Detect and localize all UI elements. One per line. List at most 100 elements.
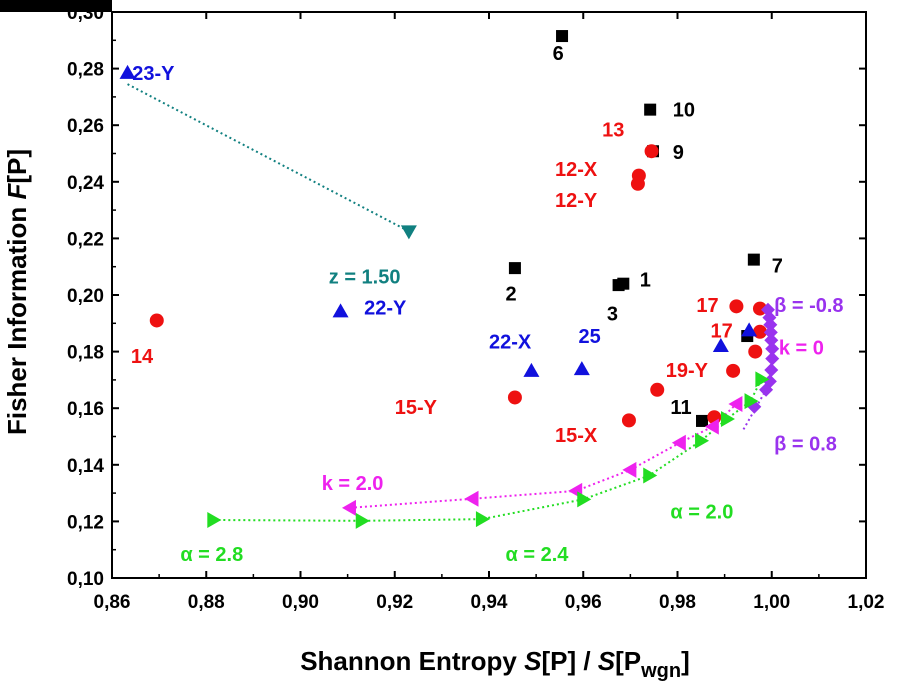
square-marker xyxy=(644,103,657,116)
x-tick-label: 0,98 xyxy=(659,592,696,613)
x-title-sub: wgn xyxy=(640,660,681,682)
diamond-marker xyxy=(764,333,779,348)
triangle-up-marker xyxy=(712,337,729,352)
point-label: 6 xyxy=(553,43,564,65)
x-title-post: [P xyxy=(615,646,641,676)
triangle-left-marker xyxy=(728,395,743,412)
x-axis-ticks: 0,86 0,88 0,90 0,92 0,94 0,96 0,98 1,00 1,02 xyxy=(94,12,885,613)
triangle-up-marker xyxy=(523,362,540,377)
triangle-right-marker xyxy=(643,467,658,484)
connector-lines xyxy=(127,83,767,522)
point-label: 7 xyxy=(772,255,783,277)
y-axis-ticks: 0,10 0,12 0,14 0,16 0,18 0,20 0,22 0,24 0,26 0,28… xyxy=(67,3,866,590)
point-label: 17 xyxy=(696,295,718,317)
triangle-up-marker xyxy=(119,64,136,79)
circle-marker xyxy=(621,413,636,428)
point-label: 15-Y xyxy=(395,397,438,419)
circle-marker xyxy=(650,382,665,397)
triangle-up-marker xyxy=(332,303,349,318)
x-tick-label: 0,88 xyxy=(188,592,225,613)
y-tick-label: 0,30 xyxy=(67,3,104,24)
point-label: 23-Y xyxy=(132,63,175,85)
circle-marker xyxy=(748,344,763,359)
diamond-marker xyxy=(759,382,774,397)
x-axis-title: Shannon Entropy S[P] / S[Pwgn] xyxy=(300,646,690,682)
point-label: 22-X xyxy=(489,332,532,354)
point-label: 2 xyxy=(505,284,516,306)
point-label: z = 1.50 xyxy=(329,267,401,289)
circle-marker xyxy=(149,313,164,328)
point-label: α = 2.4 xyxy=(505,544,569,566)
triangle-left-marker xyxy=(341,499,356,516)
triangle-right-marker xyxy=(355,512,370,529)
circle-marker xyxy=(507,390,522,405)
diamond-marker xyxy=(765,341,780,356)
y-tick-label: 0,24 xyxy=(67,173,104,194)
x-tick-label: 0,92 xyxy=(376,592,413,613)
point-label: 3 xyxy=(607,303,618,325)
x-tick-label: 0,94 xyxy=(471,592,508,613)
circle-marker xyxy=(729,299,744,314)
data-markers xyxy=(119,30,780,529)
point-label: 19-Y xyxy=(666,360,709,382)
y-tick-label: 0,26 xyxy=(67,116,104,137)
diamond-marker xyxy=(764,362,779,377)
triangle-right-marker xyxy=(475,511,490,528)
circle-marker xyxy=(726,363,741,378)
point-label: 11 xyxy=(670,397,691,419)
triangle-right-marker xyxy=(720,410,735,427)
triangle-up-marker xyxy=(741,322,758,337)
triangle-right-marker xyxy=(577,491,592,508)
y-title-pre: Fisher Information xyxy=(2,200,32,435)
y-tick-label: 0,14 xyxy=(67,456,104,477)
y-tick-label: 0,28 xyxy=(67,60,104,81)
y-tick-label: 0,22 xyxy=(67,229,104,250)
plot-frame xyxy=(111,11,867,579)
square-marker xyxy=(556,30,569,43)
x-title-mid: [P] / xyxy=(541,646,597,676)
point-label: β = 0.8 xyxy=(774,434,837,456)
point-label: 10 xyxy=(673,100,695,122)
triangle-right-marker xyxy=(207,511,222,528)
x-tick-label: 1,00 xyxy=(753,592,790,613)
y-tick-label: 0,18 xyxy=(67,343,104,364)
square-marker xyxy=(508,262,521,275)
square-marker xyxy=(696,414,709,427)
x-tick-label: 0,96 xyxy=(565,592,602,613)
triangle-left-marker xyxy=(704,418,719,435)
y-axis-title: Fisher Information F[P] xyxy=(2,149,32,435)
x-tick-label: 0,86 xyxy=(94,592,131,613)
square-marker xyxy=(617,277,630,290)
point-label: 1 xyxy=(640,269,651,291)
diamond-marker xyxy=(765,351,780,366)
y-tick-label: 0,12 xyxy=(67,512,104,533)
point-label: 12-X xyxy=(555,159,598,181)
y-tick-label: 0,10 xyxy=(67,569,104,590)
triangle_left-series-line xyxy=(349,403,738,509)
triangle-up-marker xyxy=(573,361,590,376)
point-label: 22-Y xyxy=(364,298,407,320)
point-label: α = 2.0 xyxy=(670,501,733,523)
circle-marker xyxy=(644,144,659,159)
triangle-left-marker xyxy=(671,434,686,451)
x-tick-label: 0,90 xyxy=(282,592,319,613)
triangle-right-marker xyxy=(755,371,770,388)
y-title-f: F xyxy=(2,183,32,200)
x-title-pre: Shannon Entropy xyxy=(300,646,524,676)
point-label: k = 2.0 xyxy=(322,473,384,495)
point-label: α = 2.8 xyxy=(180,544,243,566)
triangle-right-marker xyxy=(695,432,710,449)
point-label: 17 xyxy=(710,320,732,342)
point-label: β = -0.8 xyxy=(774,295,843,317)
point-label: 9 xyxy=(673,142,684,164)
x-tick-label: 1,02 xyxy=(848,592,885,613)
point-label: 25 xyxy=(579,326,601,348)
x-title-s1: S xyxy=(524,646,542,676)
triangle_down-series-line xyxy=(127,83,410,233)
point-label: 13 xyxy=(602,119,624,141)
y-tick-label: 0,16 xyxy=(67,399,104,420)
square-marker xyxy=(747,253,760,266)
point-label: 15-X xyxy=(555,425,598,447)
x-title-s2: S xyxy=(598,646,616,676)
